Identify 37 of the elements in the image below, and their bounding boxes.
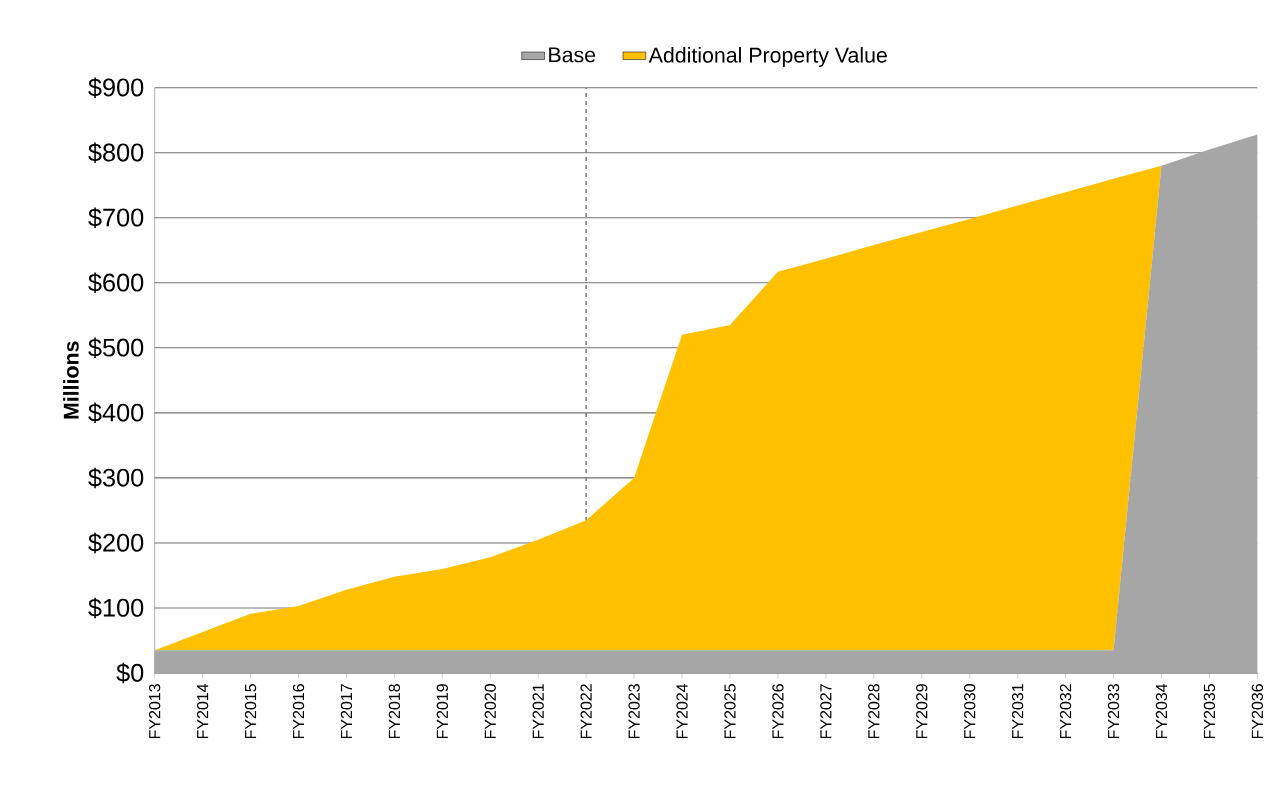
x-tick-label: FY2024 [676,683,688,739]
y-axis-title: Millions [63,341,79,419]
y-tick-label: $900 [88,77,144,98]
x-tick-label: FY2013 [149,684,161,739]
x-tick-label: FY2015 [244,684,257,739]
x-tick-label: FY2032 [1059,684,1072,739]
x-tick-label: FY2018 [388,684,401,739]
x-tick-label: FY2033 [1107,684,1120,739]
x-tick-label: FY2025 [724,684,736,739]
x-tick-label: FY2028 [868,684,880,739]
x-tick-label: FY2027 [820,684,832,739]
x-tick-label: FY2016 [292,684,305,739]
x-tick-label: FY2019 [436,684,448,739]
x-tick-label: FY2029 [916,684,928,739]
y-tick-label: $400 [88,402,144,424]
y-tick-label: $100 [88,597,144,619]
x-tick-label: FY2031 [1011,684,1024,739]
y-tick-label: $600 [88,272,144,294]
x-tick-label: FY2017 [340,684,353,739]
x-tick-label: FY2030 [964,684,976,739]
legend-label: Base [549,47,596,63]
y-tick-label: $800 [88,142,144,163]
x-tick-label: FY2034 [1155,683,1168,739]
y-tick-label: $300 [88,467,144,489]
x-tick-label: FY2035 [1203,684,1216,739]
x-tick-label: FY2022 [580,684,592,739]
y-tick-label: $700 [88,207,144,228]
x-tick-label: FY2020 [484,684,496,739]
y-tick-label: $200 [88,532,144,554]
y-tick-label: $500 [88,337,144,359]
legend-label: Additional Property Value [648,47,887,67]
y-tick-label: $0 [116,662,144,684]
x-tick-label: FY2014 [196,683,209,739]
x-tick-label: FY2026 [772,684,784,739]
x-tick-label: FY2021 [532,684,544,739]
x-tick-label: FY2023 [628,684,640,739]
x-tick-label: FY2036 [1251,684,1263,739]
